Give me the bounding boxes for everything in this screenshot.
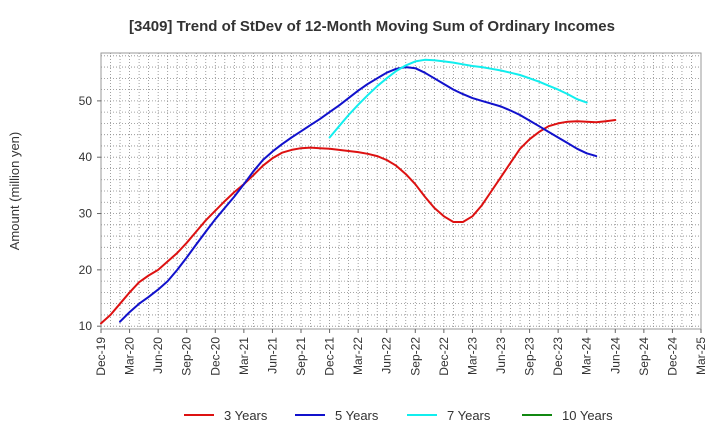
x-tick-label: Sep-24 bbox=[637, 337, 651, 376]
chart-title: [3409] Trend of StDev of 12-Month Moving… bbox=[129, 18, 615, 35]
legend-label: 5 Years bbox=[335, 408, 379, 423]
x-tick-label: Jun-21 bbox=[265, 337, 279, 374]
x-tick-label: Dec-19 bbox=[94, 337, 108, 376]
x-tick-label: Mar-20 bbox=[123, 337, 137, 375]
x-tick-label: Jun-24 bbox=[608, 337, 622, 374]
x-tick-label: Dec-23 bbox=[551, 337, 565, 376]
legend-label: 3 Years bbox=[224, 408, 268, 423]
x-tick-label: Sep-23 bbox=[523, 337, 537, 376]
x-tick-label: Sep-21 bbox=[294, 337, 308, 376]
series-lines bbox=[100, 58, 617, 325]
series-line-3-years bbox=[100, 119, 617, 325]
plot-area bbox=[100, 52, 702, 330]
legend-label: 10 Years bbox=[562, 408, 613, 423]
x-tick-label: Mar-21 bbox=[237, 337, 251, 375]
x-tick-label: Dec-21 bbox=[323, 337, 337, 376]
x-tick-label: Mar-24 bbox=[580, 337, 594, 375]
grid bbox=[101, 53, 701, 329]
x-tick-label: Jun-23 bbox=[494, 337, 508, 374]
y-axis-label: Amount (million yen) bbox=[7, 132, 22, 251]
legend-label: 7 Years bbox=[447, 408, 491, 423]
x-tick-label: Dec-20 bbox=[208, 337, 222, 376]
x-tick-label: Jun-20 bbox=[151, 337, 165, 374]
series-line-7-years bbox=[328, 58, 588, 139]
x-tick-label: Mar-22 bbox=[351, 337, 365, 375]
series-line-5-years bbox=[119, 66, 598, 323]
legend: 3 Years 5 Years 7 Years 10 Years bbox=[184, 408, 613, 423]
y-tick-label: 40 bbox=[79, 150, 93, 164]
x-tick-label: Mar-23 bbox=[465, 337, 479, 375]
y-tick-label: 50 bbox=[79, 94, 93, 108]
x-tick-label: Jun-22 bbox=[380, 337, 394, 374]
y-tick-label: 10 bbox=[79, 319, 93, 333]
x-axis-ticks: Dec-19 Mar-20 Jun-20 Sep-20 Dec-20 Mar-21 Jun-… bbox=[94, 329, 708, 376]
x-tick-label: Sep-20 bbox=[180, 337, 194, 376]
y-tick-label: 20 bbox=[79, 263, 93, 277]
x-tick-label: Sep-22 bbox=[408, 337, 422, 376]
x-tick-label: Mar-25 bbox=[694, 337, 708, 375]
x-tick-label: Dec-22 bbox=[437, 337, 451, 376]
y-axis-ticks: 10 20 30 40 50 bbox=[79, 94, 101, 333]
y-tick-label: 30 bbox=[79, 207, 93, 221]
x-tick-label: Dec-24 bbox=[665, 337, 679, 376]
